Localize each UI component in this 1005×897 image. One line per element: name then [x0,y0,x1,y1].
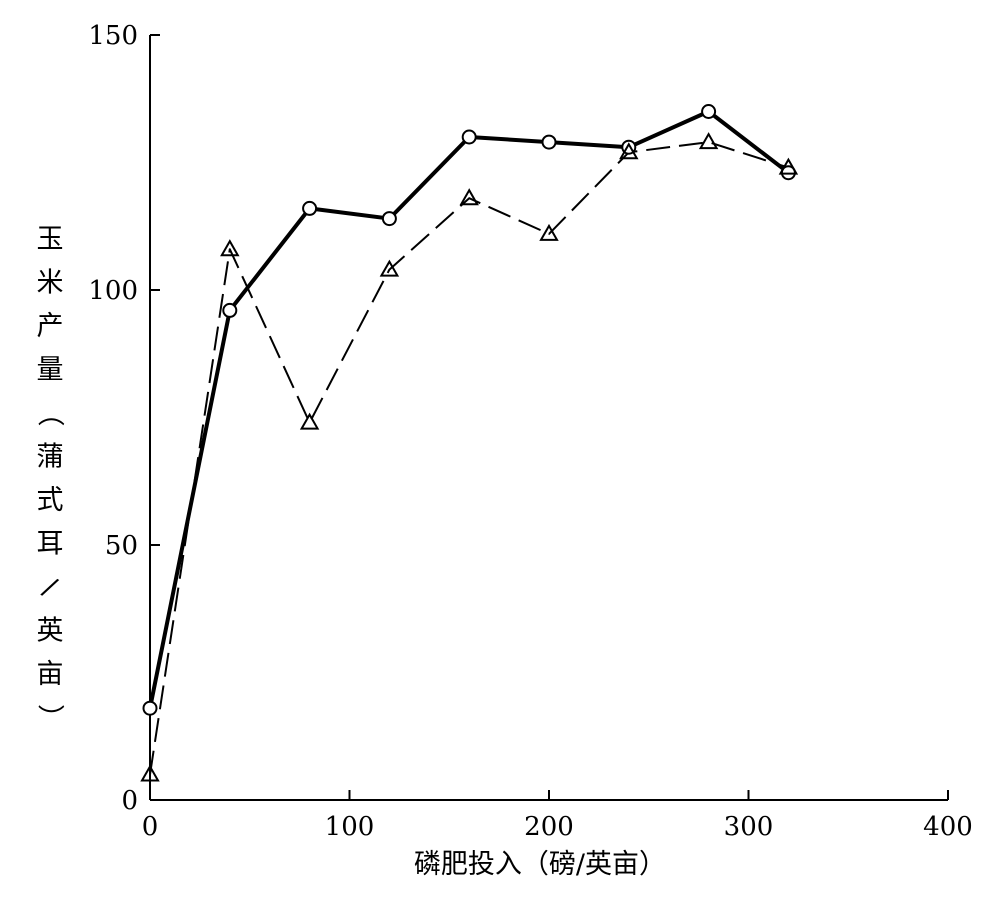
series-1-point [222,302,238,318]
axes [149,35,948,801]
series-2-point [459,188,479,206]
series-2-point [778,157,799,175]
x-tick-label: 400 [923,812,973,842]
series-2-point [619,142,639,160]
y-axis-label-char: 产 [37,311,64,342]
y-axis-label-char: 玉 [37,224,64,255]
y-axis-label-char: ） [34,704,65,731]
x-tick-label: 0 [142,812,159,842]
series-2-point [539,223,559,241]
x-tick-label: 200 [524,812,574,842]
series-2-point [220,239,240,257]
y-axis-label-char: 米 [37,268,64,299]
series-1-point [142,700,158,716]
series-1-point [541,134,557,150]
x-axis-label: 磷肥投入（磅/英亩） [414,849,666,880]
y-axis-label-char: 耳 [37,529,64,560]
series-1-point [461,129,477,145]
series-1-point [302,200,318,216]
x-tick-label: 300 [724,812,774,842]
series-1-point [701,104,717,119]
series-2-point [698,132,719,150]
y-tick-label: 150 [88,21,138,51]
y-tick-label: 50 [105,531,138,561]
y-axis-label-char: / [38,572,62,604]
series-2-point [379,259,400,277]
series-2-point [299,412,320,430]
series-2-point [140,764,160,782]
y-axis-label-char: （ [34,400,65,427]
y-axis-label-char: 英 [37,616,64,647]
series-1-line [148,109,790,709]
series-layer [140,104,799,782]
y-axis-label-char: 量 [37,355,64,386]
ticks: 0 100 200 300 400 0 50 100 150 [88,21,972,842]
series-1-point [381,211,397,227]
y-tick-label: 100 [88,276,138,306]
y-axis-label-char: 式 [37,485,64,516]
y-axis-label-char: 蒲 [37,442,64,473]
y-tick-label: 0 [121,786,138,816]
series-2-line [149,141,789,775]
x-tick-label: 100 [325,812,375,842]
y-axis-label-char: 亩 [37,659,64,690]
